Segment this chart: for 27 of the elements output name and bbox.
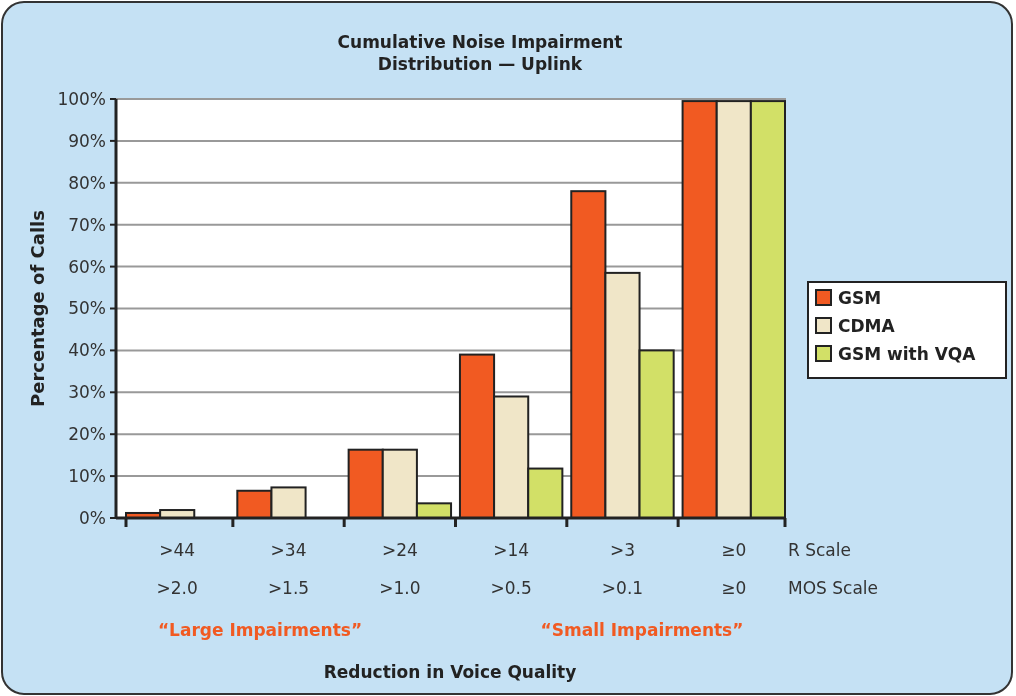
y-tick-label: 30%	[68, 382, 106, 403]
y-axis-title: Percentage of Calls	[27, 210, 48, 407]
y-tick-label: 10%	[68, 466, 106, 487]
text: R Scale	[788, 540, 851, 560]
y-tick-label: 90%	[68, 130, 106, 151]
legend-label: GSM	[838, 287, 882, 308]
x-tick-label: >34 >1.5	[267, 540, 310, 598]
y-tick-label: 20%	[68, 424, 106, 445]
chart-title: Cumulative Noise Impairment Distribution — Uplink	[337, 32, 623, 74]
legend-label: CDMA	[838, 315, 896, 336]
x-tick-label: >3 >0.1	[601, 540, 644, 598]
y-tick-label: 80%	[68, 172, 106, 193]
y-tick-label: 40%	[68, 340, 106, 361]
y-tick-label: 50%	[68, 298, 106, 319]
x-tick-label: ≥0 ≥0	[721, 540, 747, 598]
x-tick-label: >44 >2.0	[156, 540, 198, 598]
x-tick-label: >24 >1.0	[379, 540, 421, 598]
text: MOS Scale	[788, 578, 878, 598]
x-tick-label: >14 >0.5	[490, 540, 532, 598]
x-axis-title: Reduction in Voice Quality	[323, 662, 577, 682]
text: “Large Impairments”	[157, 620, 363, 640]
legend-label: GSM with VQA	[838, 343, 977, 364]
text: “Small Impairments”	[540, 620, 744, 640]
y-tick-label: 70%	[68, 214, 106, 235]
y-tick-label: 100%	[57, 88, 106, 109]
y-tick-label: 0%	[79, 507, 106, 528]
y-tick-label: 60%	[68, 256, 106, 277]
